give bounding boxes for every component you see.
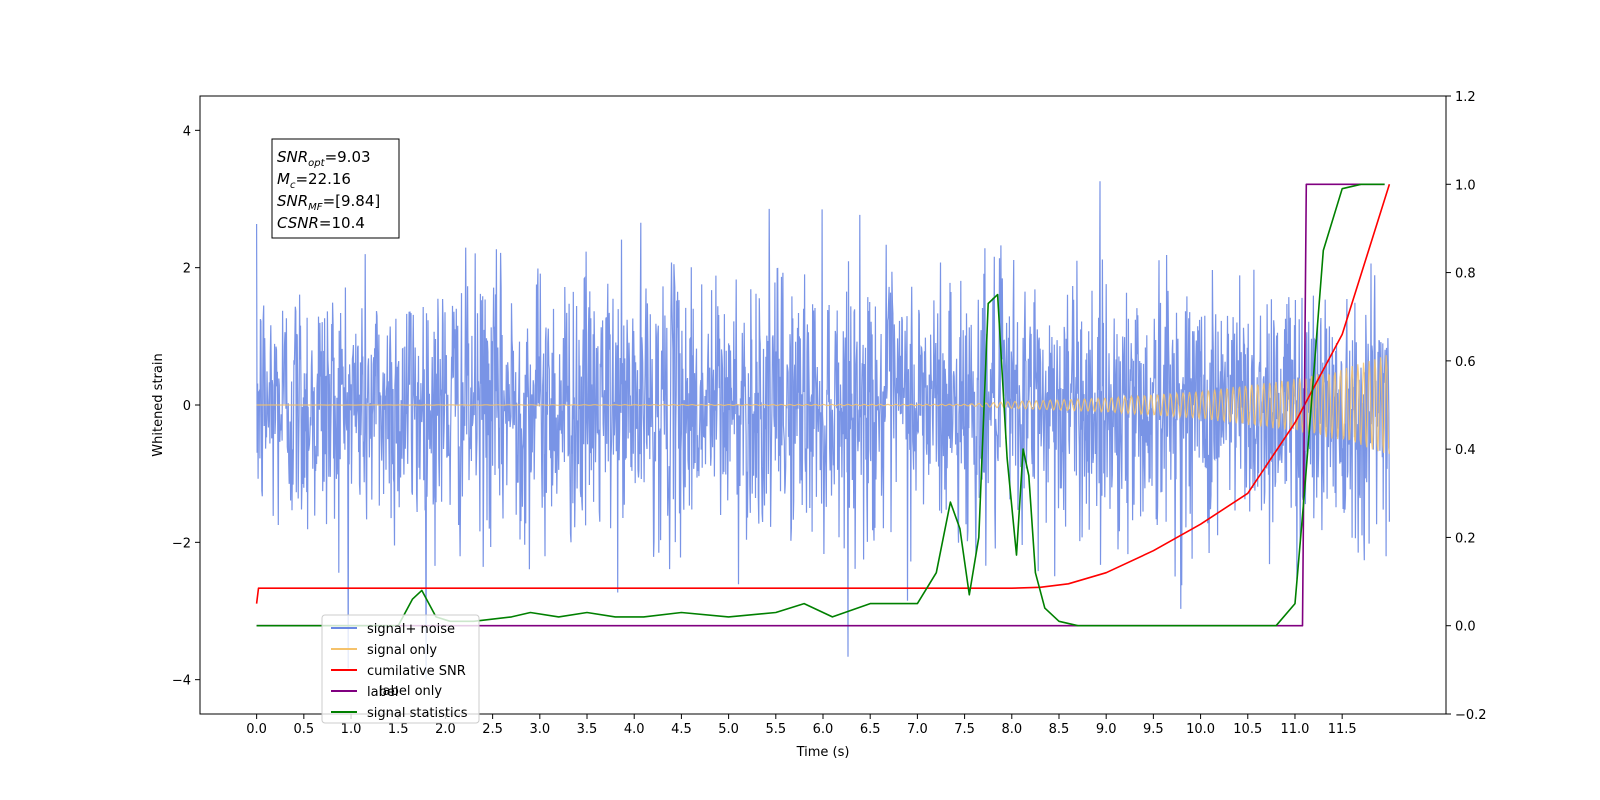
series-layer	[255, 181, 1391, 679]
y2-tick-label: 0.0	[1455, 620, 1476, 635]
y2-tick-label: −0.2	[1455, 708, 1487, 723]
annotation-value: =9.03	[325, 148, 371, 166]
y-tick-label: −4	[172, 674, 191, 689]
y-tick-label: 2	[183, 262, 191, 277]
x-tick-label: 1.5	[388, 722, 409, 737]
x-tick-label: 10.5	[1233, 722, 1262, 737]
x-tick-label: 3.5	[577, 722, 598, 737]
x-tick-label: 2.0	[435, 722, 456, 737]
annotation-line: SNRopt=9.03	[277, 148, 371, 169]
x-tick-label: 0.5	[293, 722, 314, 737]
x-axis-label: Time (s)	[796, 745, 850, 760]
series-cumilative-snr	[255, 184, 1391, 604]
x-tick-label: 7.5	[954, 722, 975, 737]
annotation-subscript: c	[290, 180, 296, 191]
y2-tick-label: 1.2	[1455, 90, 1476, 105]
annotation-symbol: SNR	[277, 192, 308, 210]
series-signal-statistics	[256, 183, 1385, 627]
x-tick-label: 0.0	[246, 722, 267, 737]
x-tick-label: 9.5	[1143, 722, 1164, 737]
annotation-symbol: CSNR	[277, 214, 319, 232]
annotation-value: =[9.84]	[323, 192, 381, 210]
series-label	[256, 183, 1385, 627]
annotation-symbol: SNR	[277, 148, 308, 166]
y2-tick-label: 1.0	[1455, 178, 1476, 193]
x-tick-label: 4.5	[671, 722, 692, 737]
x-tick-label: 6.5	[860, 722, 881, 737]
legend-label: cumilative SNR	[367, 664, 466, 679]
y2-tick-label: 0.6	[1455, 355, 1476, 370]
series-signal-only	[256, 355, 1390, 455]
y2-tick-label: 0.4	[1455, 443, 1476, 458]
x-tick-label: 10.0	[1186, 722, 1215, 737]
annotation-subscript: opt	[308, 158, 325, 169]
x-tick-label: 8.5	[1049, 722, 1070, 737]
legend: label only signal+ noise signal only cumila…	[321, 614, 480, 724]
x-tick-label: 4.0	[624, 722, 645, 737]
x-tick-label: 1.0	[341, 722, 362, 737]
hidden-legend-text: label only	[379, 684, 442, 699]
x-tick-label: 3.0	[529, 722, 550, 737]
annotation-value: =22.16	[295, 170, 351, 188]
x-tick-label: 8.0	[1001, 722, 1022, 737]
legend-label: signal+ noise	[367, 622, 455, 637]
legend-label: signal only	[367, 643, 437, 658]
legend-frame	[321, 614, 480, 724]
y2-tick-label: 0.2	[1455, 531, 1476, 546]
legend-label: label	[367, 685, 398, 700]
legend-label: signal statistics	[367, 706, 468, 721]
axis-layer: 0.0 0.5 1.0 1.5 2.0 2.5 3.0 3.5 4.0 4.5 5.0 5.5 6.0 6…	[172, 90, 1487, 737]
annotation-symbol: M	[277, 170, 290, 188]
annotation-value: =10.4	[319, 214, 365, 232]
series-signal-noise	[256, 181, 1391, 679]
x-tick-label: 6.0	[813, 722, 834, 737]
annotation-subscript: MF	[308, 202, 323, 213]
y-tick-label: 4	[183, 124, 191, 139]
annotation-line: Mc=22.16	[277, 170, 351, 191]
y2-tick-label: 0.8	[1455, 267, 1476, 282]
x-tick-label: 2.5	[482, 722, 503, 737]
x-tick-label: 9.0	[1096, 722, 1117, 737]
y-axis-label: Whitened strain	[151, 353, 166, 456]
x-tick-label: 5.0	[718, 722, 739, 737]
x-tick-label: 7.0	[907, 722, 928, 737]
x-tick-label: 5.5	[765, 722, 786, 737]
annotation-line: SNRMF=[9.84]	[277, 192, 380, 213]
annotation-line: CSNR=10.4	[277, 214, 365, 232]
x-tick-label: 11.0	[1280, 722, 1309, 737]
x-tick-label: 11.5	[1328, 722, 1357, 737]
y-tick-label: 0	[183, 399, 191, 414]
y-tick-label: −2	[172, 536, 191, 551]
